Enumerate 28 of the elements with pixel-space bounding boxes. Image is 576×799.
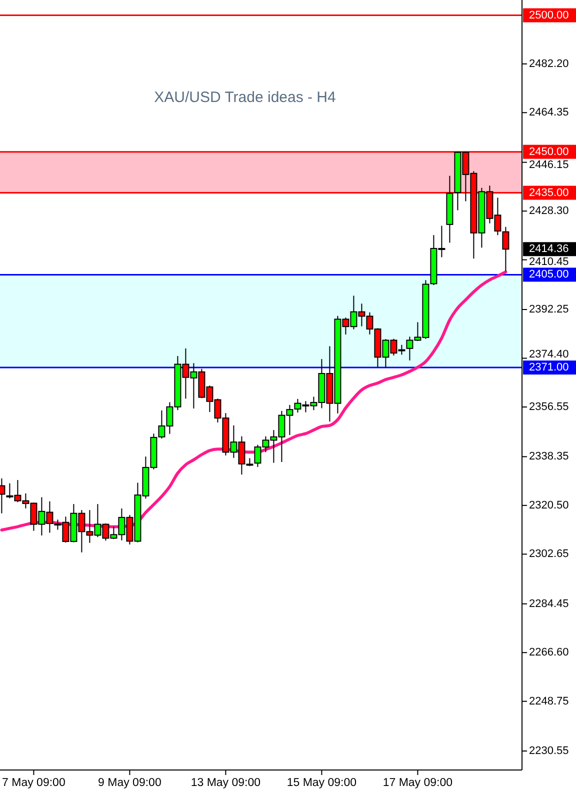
y-tick-label: 2320.50 (529, 499, 569, 512)
y-tick-label: 2410.45 (529, 256, 569, 268)
y-tick-label: 2266.60 (529, 646, 569, 659)
y-tick-label: 2302.65 (529, 548, 569, 560)
y-tick-label: 2392.25 (529, 304, 569, 316)
y-tick-label: 2356.55 (529, 400, 569, 413)
text: XAU/USD Trade ideas - H4 (154, 89, 336, 106)
ref-line-label: 2500.00 (529, 9, 569, 22)
x-tick-label: 15 May 09:00 (286, 777, 357, 789)
x-tick-label: 9 May 09:00 (98, 777, 162, 789)
x-tick-label: 17 May 09:00 (382, 777, 453, 789)
ref-line-label: 2450.00 (529, 146, 569, 158)
y-tick-label: 2338.35 (529, 450, 569, 463)
y-tick-label: 2374.40 (529, 348, 569, 361)
x-tick-label: 13 May 09:00 (190, 777, 261, 789)
ref-line-label: 2371.00 (529, 362, 569, 374)
y-tick-label: 2482.20 (529, 58, 569, 70)
y-tick-label: 2428.30 (529, 205, 569, 218)
y-tick-label: 2464.35 (529, 106, 569, 119)
candlestick (502, 226, 510, 272)
x-tick-label: 7 May 09:00 (2, 777, 66, 789)
y-tick-label: 2446.15 (529, 158, 569, 171)
y-tick-label: 2230.55 (529, 745, 569, 758)
y-tick-label: 2284.45 (529, 598, 569, 610)
ref-line-label: 2405.00 (529, 268, 569, 281)
ref-line-label: 2435.00 (529, 186, 569, 199)
text: 2414.36 (529, 243, 569, 256)
y-tick-label: 2248.75 (529, 695, 569, 708)
